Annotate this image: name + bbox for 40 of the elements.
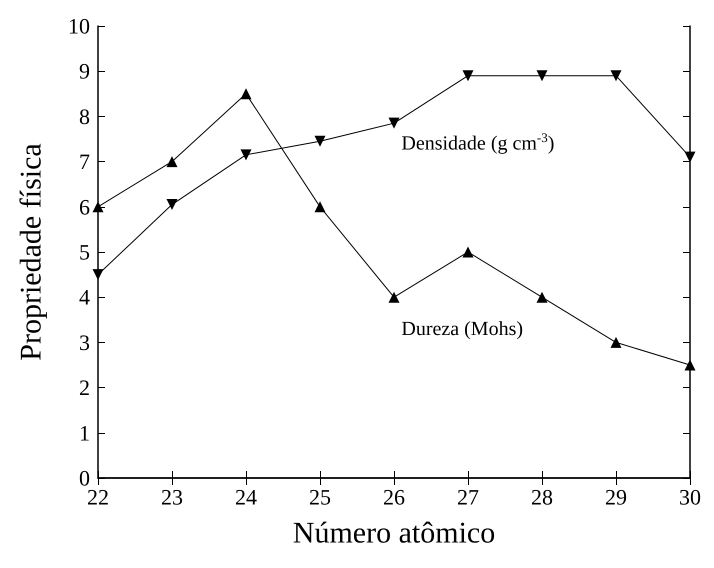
x-tick-label: 22 xyxy=(87,484,109,510)
y-tick-label: 8 xyxy=(79,104,90,129)
y-tick-label: 4 xyxy=(79,284,90,310)
x-tick-label: 28 xyxy=(531,484,553,510)
x-tick-label: 24 xyxy=(235,484,257,510)
point xyxy=(536,292,548,303)
point xyxy=(462,70,474,82)
point xyxy=(166,156,178,168)
point xyxy=(166,199,178,210)
point xyxy=(610,70,622,82)
series-label: Dureza (Mohs) xyxy=(401,318,524,340)
y-axis-title: Propriedade física xyxy=(14,143,48,361)
point xyxy=(314,136,326,147)
x-tick-label: 23 xyxy=(161,484,183,510)
x-tick-label: 30 xyxy=(679,484,701,510)
x-tick-label: 29 xyxy=(605,484,627,510)
point xyxy=(388,118,400,129)
y-tick-label: 3 xyxy=(79,330,90,355)
y-tick-label: 6 xyxy=(79,194,90,220)
point xyxy=(684,152,696,163)
point xyxy=(462,246,474,258)
x-tick-label: 27 xyxy=(457,484,479,510)
y-tick-label: 0 xyxy=(79,466,90,490)
x-tick-label: 26 xyxy=(383,484,405,510)
point xyxy=(314,201,326,212)
x-axis-title: Número atômico xyxy=(292,516,496,550)
point xyxy=(388,292,400,303)
y-tick-label: 9 xyxy=(79,58,90,84)
x-tick-label: 25 xyxy=(309,484,331,510)
point xyxy=(240,88,252,100)
point xyxy=(684,360,696,370)
y-tick-label: 7 xyxy=(79,149,90,174)
y-tick-label: 10 xyxy=(68,14,90,38)
point xyxy=(536,70,548,82)
y-tick-label: 2 xyxy=(79,375,90,400)
point xyxy=(610,336,622,348)
point xyxy=(240,149,252,160)
point xyxy=(92,269,104,280)
y-tick-label: 1 xyxy=(79,420,90,446)
y-tick-label: 5 xyxy=(79,240,90,264)
